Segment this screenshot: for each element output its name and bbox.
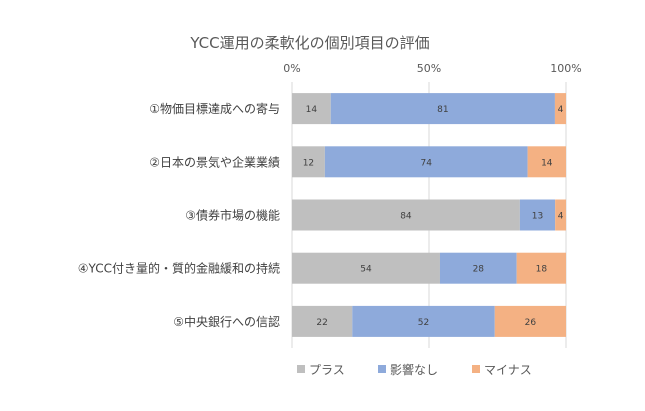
bar-segment — [519, 199, 556, 231]
category-label: ③債券市場の機能 — [185, 208, 280, 223]
data-label: 74 — [421, 158, 433, 168]
legend-swatch — [472, 365, 480, 373]
data-label: 26 — [525, 318, 537, 328]
bar-segment — [292, 252, 440, 284]
bar-segment — [292, 305, 353, 337]
data-label: 81 — [437, 105, 448, 115]
bar-segment — [324, 146, 528, 178]
bar-segment — [292, 93, 331, 125]
category-labels: ①物価目標達成への寄与 ②日本の景気や企業業績 ③債券市場の機能 ④YCC付き量的・質… — [78, 101, 280, 329]
legend-label: マイナス — [484, 363, 532, 377]
legend-label: プラス — [309, 363, 345, 377]
legend: プラス 影響なし マイナス — [297, 362, 532, 377]
data-label: 52 — [418, 318, 429, 328]
bar-segment — [555, 199, 566, 231]
x-tick-label: 50% — [417, 62, 441, 75]
category-label: ①物価目標達成への寄与 — [149, 101, 280, 116]
data-label: 13 — [532, 212, 543, 222]
data-label: 54 — [360, 265, 372, 275]
x-axis-ticks: 0% 50% 100% — [283, 62, 581, 75]
data-label: 28 — [473, 265, 485, 275]
data-label: 12 — [303, 158, 314, 168]
data-label: 14 — [306, 105, 318, 115]
data-label: 4 — [558, 212, 564, 222]
legend-swatch — [297, 365, 305, 373]
bar-segment — [494, 305, 566, 337]
chart-title: YCC運用の柔軟化の個別項目の評価 — [189, 34, 429, 52]
bar-segment — [439, 252, 517, 284]
bar-segment — [292, 199, 520, 231]
legend-label: 影響なし — [390, 362, 438, 377]
data-label: 4 — [558, 105, 564, 115]
data-label: 22 — [316, 318, 327, 328]
x-tick-label: 100% — [550, 62, 581, 75]
bar-segment — [352, 305, 495, 337]
x-tick-label: 0% — [283, 62, 300, 75]
data-label: 18 — [536, 265, 548, 275]
bar-segment — [527, 146, 566, 178]
data-label: 14 — [541, 158, 553, 168]
legend-swatch — [378, 365, 386, 373]
category-label: ②日本の景気や企業業績 — [149, 154, 280, 169]
bar-segment — [330, 93, 555, 125]
bar-segment — [554, 93, 566, 125]
bars-layer: 14 81 4 12 74 14 84 13 4 54 28 18 22 52 26 — [292, 93, 566, 337]
category-label: ⑤中央銀行への信認 — [173, 314, 280, 329]
bar-segment — [516, 252, 566, 284]
data-label: 84 — [400, 212, 412, 222]
bar-segment — [292, 146, 325, 178]
category-label: ④YCC付き量的・質的金融緩和の持続 — [78, 261, 280, 276]
